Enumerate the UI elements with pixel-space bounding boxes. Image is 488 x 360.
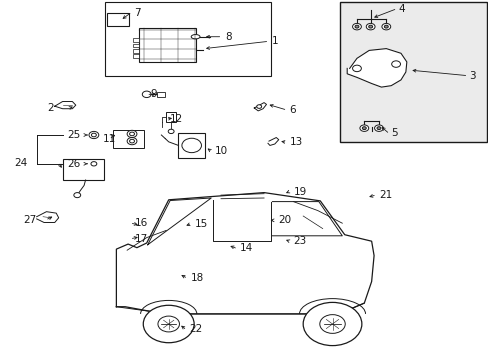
Circle shape [359, 125, 368, 131]
Text: 9: 9 [150, 89, 157, 99]
Bar [178, 133, 205, 158]
Circle shape [366, 23, 374, 30]
Ellipse shape [191, 35, 200, 39]
Text: 17: 17 [134, 234, 147, 244]
Circle shape [168, 129, 174, 134]
Text: 23: 23 [293, 236, 306, 246]
Text: 10: 10 [215, 146, 228, 156]
Text: 14: 14 [239, 243, 252, 253]
Circle shape [142, 91, 151, 98]
Circle shape [384, 25, 387, 28]
Circle shape [127, 138, 137, 145]
Text: 4: 4 [398, 4, 405, 14]
Bar [133, 44, 139, 47]
Text: 16: 16 [134, 218, 147, 228]
Text: 21: 21 [378, 190, 391, 200]
Circle shape [88, 159, 100, 168]
Bar [133, 49, 139, 53]
Text: 24: 24 [15, 158, 28, 168]
Circle shape [374, 125, 383, 131]
Circle shape [129, 132, 134, 136]
Circle shape [319, 315, 345, 333]
Circle shape [391, 61, 400, 67]
Circle shape [362, 127, 366, 130]
Text: 12: 12 [170, 114, 183, 124]
Text: 6: 6 [289, 105, 296, 115]
Circle shape [158, 316, 179, 332]
Circle shape [74, 193, 81, 198]
Text: 2: 2 [47, 103, 54, 113]
Text: 8: 8 [224, 32, 231, 42]
Circle shape [376, 127, 380, 130]
Text: 7: 7 [134, 8, 141, 18]
Text: 20: 20 [277, 215, 290, 225]
Circle shape [256, 105, 261, 108]
Circle shape [303, 302, 361, 346]
Text: 11: 11 [102, 134, 116, 144]
Circle shape [354, 25, 358, 28]
Bar [157, 92, 165, 97]
Polygon shape [55, 102, 76, 109]
Bar [339, 2, 486, 142]
Polygon shape [346, 49, 406, 87]
Bar [139, 28, 195, 62]
Circle shape [129, 139, 134, 143]
Circle shape [89, 131, 99, 139]
Bar [133, 38, 139, 42]
Circle shape [91, 162, 97, 166]
Text: 25: 25 [67, 130, 81, 140]
Polygon shape [267, 138, 278, 145]
Bar [113, 130, 144, 148]
Polygon shape [254, 103, 266, 111]
Bar [106, 13, 128, 26]
Polygon shape [37, 212, 59, 222]
Circle shape [352, 23, 361, 30]
Text: 18: 18 [190, 273, 203, 283]
Circle shape [368, 25, 372, 28]
Text: 27: 27 [23, 215, 37, 225]
Circle shape [381, 23, 390, 30]
Bar [62, 159, 104, 180]
Text: 19: 19 [293, 186, 306, 197]
Text: 1: 1 [271, 36, 278, 46]
Circle shape [127, 130, 137, 138]
Text: 5: 5 [390, 128, 397, 138]
Text: 26: 26 [67, 159, 81, 169]
Circle shape [91, 133, 96, 137]
Bar [166, 112, 176, 122]
Text: 13: 13 [289, 137, 303, 147]
Circle shape [352, 65, 361, 72]
Text: 15: 15 [194, 219, 207, 229]
Bar [105, 2, 271, 76]
Bar [133, 54, 139, 58]
Text: 22: 22 [189, 324, 203, 334]
Text: 3: 3 [468, 71, 475, 81]
Circle shape [182, 138, 201, 153]
Circle shape [143, 305, 194, 343]
